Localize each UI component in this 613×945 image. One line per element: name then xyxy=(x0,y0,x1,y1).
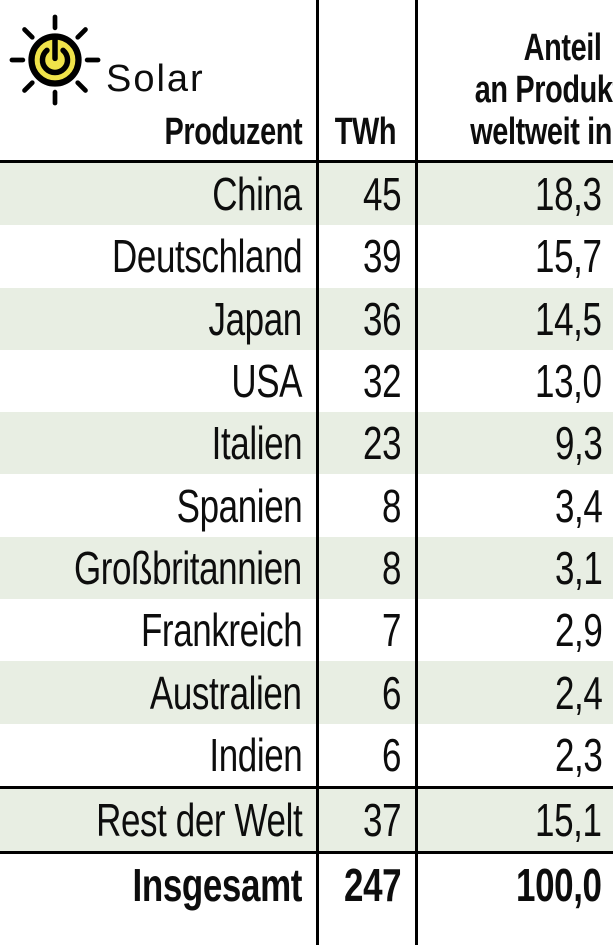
sun-power-icon xyxy=(9,14,101,106)
rest-of-world-top-rule xyxy=(0,786,613,789)
producer-cell: USA xyxy=(231,355,302,408)
table-row: Frankreich 7 2,9 xyxy=(0,599,613,661)
twh-cell: 6 xyxy=(381,728,401,781)
twh-cell: 45 xyxy=(362,168,402,221)
total-row: Insgesamt 247 100,0 xyxy=(0,854,613,916)
twh-cell: 247 xyxy=(343,859,402,911)
share-cell: 13,0 xyxy=(535,355,602,408)
share-cell: 15,7 xyxy=(535,230,602,283)
column-divider-2 xyxy=(415,0,418,945)
share-cell: 9,3 xyxy=(554,417,603,470)
total-top-rule xyxy=(0,851,613,854)
column-header-share: Anteil an Produktion weltweit in % xyxy=(470,27,613,153)
producer-cell: Insgesamt xyxy=(132,859,302,911)
producer-cell: China xyxy=(212,168,303,221)
twh-cell: 8 xyxy=(381,479,401,532)
column-headers: Produzent TWh Anteil an Produktion weltw… xyxy=(0,27,613,153)
table-row: Spanien 8 3,4 xyxy=(0,474,613,536)
producer-cell: Frankreich xyxy=(140,604,303,657)
share-cell: 3,1 xyxy=(554,541,603,594)
twh-cell: 36 xyxy=(362,292,402,345)
table-row: USA 32 13,0 xyxy=(0,350,613,412)
table-row: Australien 6 2,4 xyxy=(0,661,613,724)
share-cell: 3,4 xyxy=(554,479,603,532)
table-row: Großbritannien 8 3,1 xyxy=(0,536,613,600)
table-header: Solar Produzent TWh Anteil an Produktion… xyxy=(0,0,613,160)
share-cell: 14,5 xyxy=(535,292,602,345)
column-divider-1 xyxy=(316,0,319,945)
share-cell: 2,4 xyxy=(554,666,603,719)
twh-cell: 7 xyxy=(381,604,401,657)
table-row: China 45 18,3 xyxy=(0,163,613,226)
twh-cell: 23 xyxy=(362,417,402,470)
twh-cell: 37 xyxy=(362,794,402,846)
producer-cell: Italien xyxy=(211,417,302,470)
twh-cell: 8 xyxy=(381,541,401,594)
table-row: Japan 36 14,5 xyxy=(0,287,613,350)
table-row: Deutschland 39 15,7 xyxy=(0,225,613,287)
producer-cell: Australien xyxy=(150,666,302,719)
share-cell: 2,3 xyxy=(554,728,603,781)
share-cell: 2,9 xyxy=(554,604,603,657)
producer-cell: Indien xyxy=(209,728,302,781)
twh-cell: 32 xyxy=(362,355,402,408)
column-header-twh: TWh xyxy=(334,111,397,153)
rest-of-world-row: Rest der Welt 37 15,1 xyxy=(0,789,613,851)
twh-cell: 39 xyxy=(362,230,402,283)
header-divider xyxy=(0,160,613,163)
table-row: Indien 6 2,3 xyxy=(0,724,613,786)
brand-title: Solar xyxy=(106,58,205,100)
share-cell: 15,1 xyxy=(535,794,602,846)
producer-cell: Großbritannien xyxy=(74,541,302,594)
producer-cell: Japan xyxy=(208,292,303,345)
column-header-producer: Produzent xyxy=(164,111,302,153)
producer-cell: Deutschland xyxy=(111,230,303,283)
share-cell: 18,3 xyxy=(535,168,602,221)
table-body: China 45 18,3 Deutschland 39 15,7 Japan … xyxy=(0,163,613,786)
share-cell: 100,0 xyxy=(516,859,602,911)
producer-cell: Rest der Welt xyxy=(95,794,303,846)
producer-cell: Spanien xyxy=(176,479,302,532)
twh-cell: 6 xyxy=(381,666,401,719)
table-row: Italien 23 9,3 xyxy=(0,412,613,475)
